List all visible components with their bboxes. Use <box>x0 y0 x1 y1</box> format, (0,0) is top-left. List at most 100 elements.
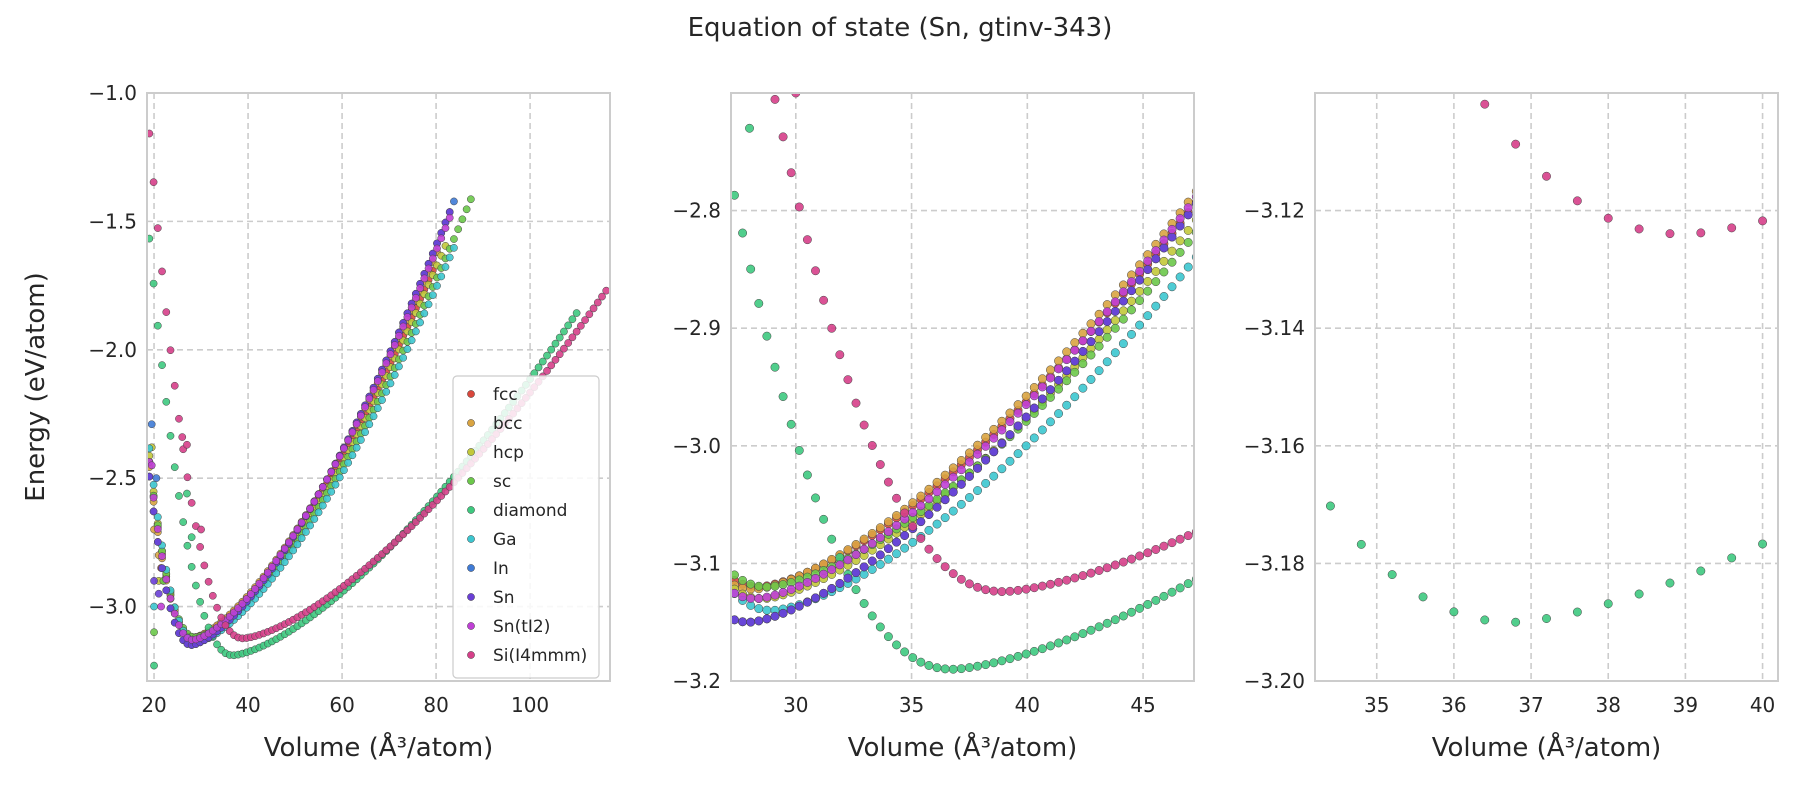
point-ga <box>965 493 974 502</box>
point-diamond <box>762 331 772 341</box>
point-ga <box>908 537 918 547</box>
point-sn-ti2- <box>276 551 285 559</box>
point-si-i4mmm- <box>778 132 788 142</box>
point-diamond <box>1480 615 1490 625</box>
point-sc <box>762 582 772 592</box>
point-sn-ti2- <box>352 420 361 428</box>
point-sn <box>981 455 991 465</box>
point-sn-ti2- <box>445 213 454 222</box>
point-diamond <box>192 581 200 590</box>
point-ga <box>1143 311 1153 321</box>
plot-area <box>1315 93 1778 681</box>
point-ga <box>762 605 772 615</box>
point-ga <box>754 604 764 614</box>
legend-marker <box>467 535 475 543</box>
point-sn <box>166 604 175 613</box>
point-si-i4mmm- <box>1151 545 1161 554</box>
point-sn-ti2- <box>420 274 429 283</box>
point-sn-ti2- <box>289 532 298 540</box>
point-ga <box>348 451 357 460</box>
point-si-i4mmm- <box>1110 560 1120 570</box>
point-sn-ti2- <box>867 539 877 548</box>
y-tick-label: −3.12 <box>1244 199 1305 223</box>
point-sc <box>1118 314 1128 324</box>
point-ga <box>285 552 293 561</box>
point-diamond <box>875 622 885 632</box>
point-si-i4mmm- <box>989 586 999 596</box>
point-bcc <box>956 456 966 465</box>
point-diamond <box>786 419 796 429</box>
point-sn <box>973 463 982 473</box>
point-sn-ti2- <box>373 377 382 385</box>
point-sn-ti2- <box>348 428 357 437</box>
point-diamond <box>948 664 958 674</box>
point-sn-ti2- <box>433 244 441 253</box>
point-diamond <box>1167 587 1177 597</box>
point-si-i4mmm- <box>1572 196 1582 206</box>
point-ga <box>306 521 314 530</box>
point-si-i4mmm- <box>973 582 982 592</box>
point-ga <box>859 569 869 579</box>
point-sn-ti2- <box>989 433 999 443</box>
y-tick-label: −2.5 <box>88 466 137 490</box>
point-bcc <box>948 463 958 473</box>
point-sn <box>1151 254 1161 264</box>
point-si-i4mmm- <box>555 350 564 359</box>
point-bcc <box>997 416 1007 426</box>
point-diamond <box>1634 589 1644 599</box>
point-ga <box>1086 375 1096 384</box>
point-diamond <box>568 315 577 324</box>
point-sn-ti2- <box>272 557 281 565</box>
point-sn-ti2- <box>403 313 412 321</box>
point-sn-ti2- <box>437 234 446 243</box>
y-tick-label: −2.9 <box>672 316 721 340</box>
point-si-i4mmm- <box>827 323 837 333</box>
point-sn-ti2- <box>1118 287 1128 297</box>
point-si-i4mmm- <box>981 585 991 595</box>
point-sn-ti2- <box>811 573 820 583</box>
point-sc <box>1159 267 1169 277</box>
point-si-i4mmm- <box>835 350 845 360</box>
point-ga <box>369 412 378 421</box>
point-sn-ti2- <box>794 581 804 591</box>
point-sn-ti2- <box>170 609 179 618</box>
point-sc <box>1110 323 1120 333</box>
point-diamond <box>196 598 204 606</box>
point-bcc <box>989 424 999 434</box>
point-sn-ti2- <box>883 527 893 537</box>
point-sn-ti2- <box>386 350 395 359</box>
point-si-i4mmm- <box>843 375 853 385</box>
point-sn-ti2- <box>242 595 251 603</box>
point-si-i4mmm- <box>1183 531 1193 541</box>
point-sn <box>754 616 764 626</box>
point-sn <box>1054 375 1064 385</box>
point-ga <box>327 487 336 496</box>
point-in <box>152 474 161 482</box>
point-ga <box>1295 68 1303 76</box>
point-sn <box>1135 275 1145 285</box>
point-sc <box>731 570 739 580</box>
x-tick-label: 38 <box>1596 693 1621 717</box>
point-diamond <box>1727 553 1737 563</box>
point-diamond <box>908 653 918 663</box>
point-si-i4mmm- <box>158 267 166 276</box>
point-diamond <box>1325 501 1335 511</box>
point-ga <box>352 443 361 452</box>
legend-marker <box>467 477 475 485</box>
point-diamond <box>1387 570 1397 580</box>
point-sc <box>454 225 463 234</box>
point-hcp <box>1175 236 1185 246</box>
x-tick-label: 39 <box>1673 693 1698 717</box>
point-diamond <box>200 611 209 620</box>
point-sc <box>1062 376 1072 386</box>
point-ga <box>1135 320 1145 330</box>
point-ga <box>437 272 446 281</box>
point-diamond <box>1013 651 1023 661</box>
point-si-i4mmm- <box>1029 583 1039 593</box>
point-ga <box>399 353 408 362</box>
point-ga <box>403 345 412 353</box>
y-tick-label: −1.5 <box>88 209 137 233</box>
point-ga <box>989 471 999 481</box>
point-bcc <box>1070 338 1080 348</box>
